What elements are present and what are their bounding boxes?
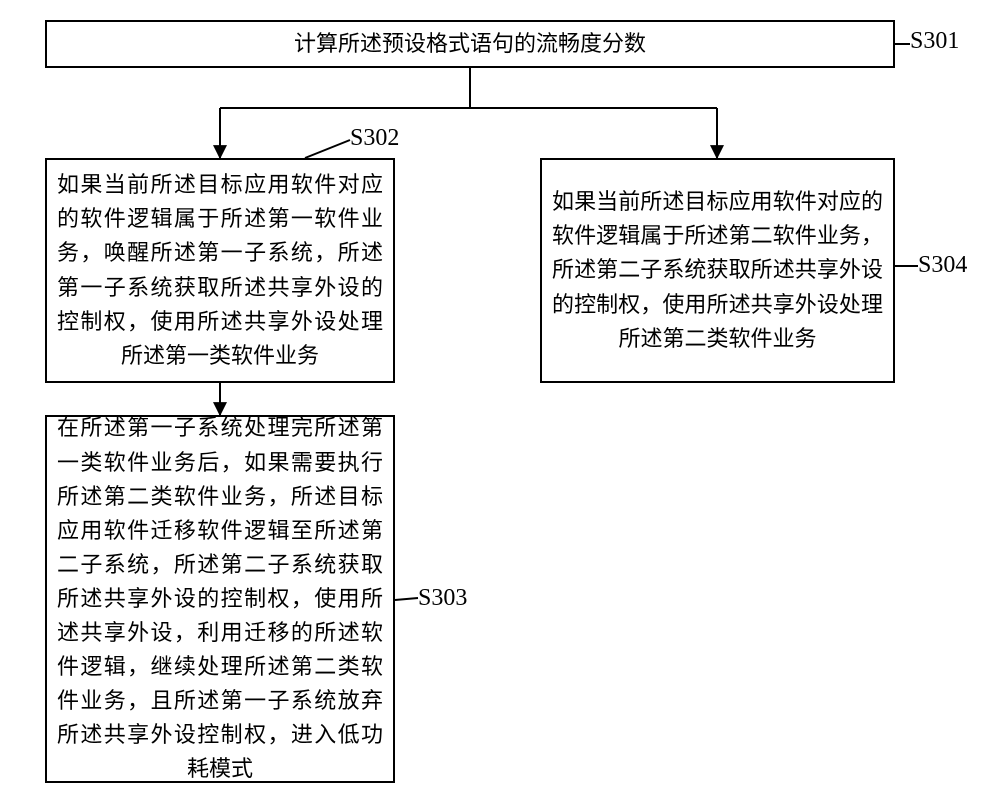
- node-s303: 在所述第一子系统处理完所述第一类软件业务后，如果需要执行所述第二类软件业务，所述…: [45, 415, 395, 783]
- node-s301-text: 计算所述预设格式语句的流畅度分数: [294, 27, 646, 61]
- node-s304: 如果当前所述目标应用软件对应的软件逻辑属于所述第二软件业务，所述第二子系统获取所…: [540, 158, 895, 383]
- label-s304: S304: [918, 252, 967, 279]
- leader-s303: [395, 598, 418, 600]
- flowchart-canvas: 计算所述预设格式语句的流畅度分数 S301 如果当前所述目标应用软件对应的软件逻…: [0, 0, 1000, 796]
- label-s302: S302: [350, 125, 399, 152]
- label-s303: S303: [418, 585, 467, 612]
- node-s302-text: 如果当前所述目标应用软件对应的软件逻辑属于所述第一软件业务，唤醒所述第一子系统，…: [57, 168, 383, 373]
- node-s304-text: 如果当前所述目标应用软件对应的软件逻辑属于所述第二软件业务，所述第二子系统获取所…: [552, 185, 883, 355]
- leader-s302: [305, 140, 350, 158]
- label-s301: S301: [910, 28, 959, 55]
- node-s302: 如果当前所述目标应用软件对应的软件逻辑属于所述第一软件业务，唤醒所述第一子系统，…: [45, 158, 395, 383]
- node-s303-text: 在所述第一子系统处理完所述第一类软件业务后，如果需要执行所述第二类软件业务，所述…: [57, 411, 383, 786]
- node-s301: 计算所述预设格式语句的流畅度分数: [45, 20, 895, 68]
